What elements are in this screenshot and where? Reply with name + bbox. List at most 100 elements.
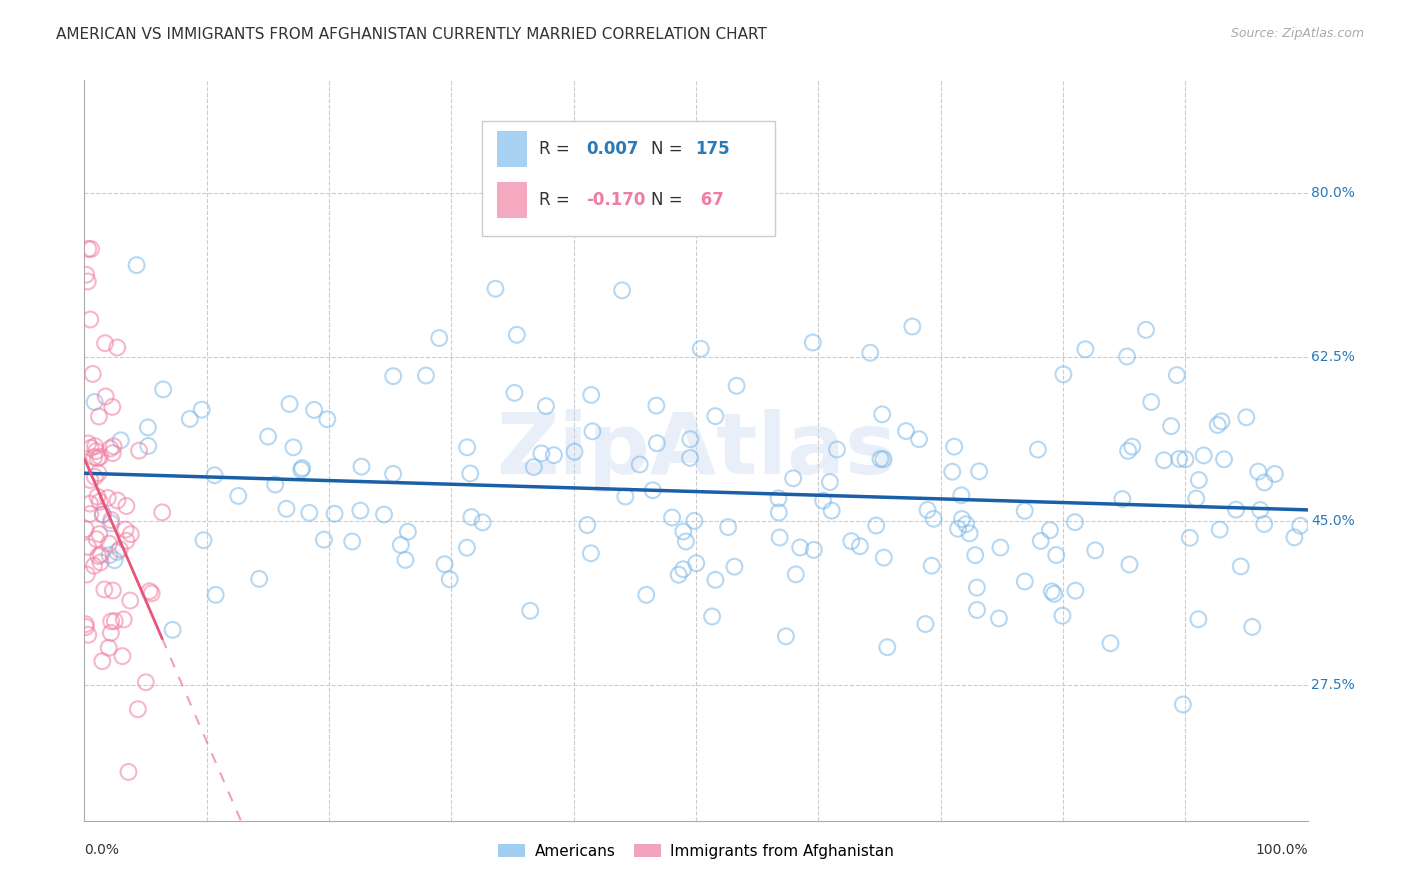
Point (278, 397, 301, 411)
Point (83, 450, 105, 464)
Point (101, 400, 124, 414)
Point (990, 541, 1012, 555)
Point (1064, 515, 1087, 529)
Point (789, 541, 811, 555)
Point (1206, 417, 1229, 432)
Point (955, 517, 977, 532)
Point (105, 545, 128, 559)
Point (628, 458, 651, 472)
Point (901, 319, 924, 334)
Point (77, 628, 100, 642)
Point (79, 473, 101, 487)
Point (76, 275, 98, 289)
Point (152, 383, 174, 397)
Point (456, 440, 478, 454)
Point (103, 553, 125, 567)
Point (458, 467, 481, 481)
Point (350, 459, 373, 474)
Point (89, 527, 111, 541)
Point (869, 451, 891, 466)
Point (471, 516, 494, 530)
Point (323, 507, 346, 521)
Point (80, 441, 103, 455)
Point (1185, 491, 1208, 506)
Point (818, 475, 841, 489)
Point (700, 609, 723, 624)
Point (1118, 558, 1140, 572)
Point (1064, 583, 1087, 598)
Point (1289, 518, 1312, 533)
Point (316, 412, 339, 426)
Point (91, 654, 114, 668)
Point (1014, 504, 1036, 518)
Point (785, 567, 807, 582)
Point (914, 617, 936, 632)
Point (865, 518, 887, 533)
Text: 62.5%: 62.5% (1312, 350, 1355, 364)
Point (1045, 548, 1067, 562)
Point (138, 584, 160, 599)
Point (389, 538, 412, 552)
Point (672, 562, 695, 576)
Point (965, 548, 987, 562)
Point (312, 533, 335, 547)
Point (111, 649, 134, 664)
Point (645, 436, 668, 450)
Point (768, 506, 790, 520)
Text: 175: 175 (695, 140, 730, 158)
Point (83, 395, 105, 409)
Point (530, 446, 553, 460)
Point (97, 491, 120, 505)
Point (506, 327, 529, 342)
Point (946, 522, 969, 536)
Text: 0.007: 0.007 (586, 140, 638, 158)
Point (941, 465, 963, 479)
Point (668, 567, 690, 582)
Point (1116, 350, 1139, 364)
Point (298, 506, 321, 520)
Point (672, 524, 695, 539)
Point (614, 490, 637, 504)
FancyBboxPatch shape (482, 121, 776, 235)
Point (97, 640, 120, 655)
Point (100, 516, 122, 531)
Point (821, 503, 844, 517)
Point (704, 573, 727, 587)
Point (1188, 473, 1211, 487)
Point (704, 409, 727, 424)
Point (87, 409, 110, 424)
Point (89, 495, 111, 509)
Point (917, 503, 939, 517)
Point (87, 451, 110, 466)
Point (825, 442, 848, 457)
Point (873, 550, 896, 565)
Text: 27.5%: 27.5% (1312, 678, 1355, 692)
Point (283, 440, 305, 454)
Point (373, 508, 395, 522)
Point (427, 331, 450, 345)
Point (141, 586, 163, 600)
Point (679, 450, 702, 465)
Point (894, 424, 917, 438)
Point (1213, 452, 1236, 467)
Text: N =: N = (651, 191, 682, 210)
Point (89, 450, 111, 464)
Point (1039, 523, 1062, 537)
Point (1174, 452, 1197, 467)
Point (775, 629, 797, 643)
Point (675, 534, 697, 549)
Point (1264, 467, 1286, 481)
Point (108, 542, 131, 557)
Point (340, 534, 363, 549)
Point (921, 558, 943, 573)
Point (966, 603, 988, 617)
Point (439, 572, 461, 586)
Point (534, 399, 557, 413)
Point (94, 389, 117, 403)
Point (811, 493, 834, 508)
Text: N =: N = (651, 140, 682, 158)
Point (950, 512, 973, 526)
Point (103, 439, 125, 453)
Point (302, 403, 325, 417)
Point (83, 558, 105, 573)
